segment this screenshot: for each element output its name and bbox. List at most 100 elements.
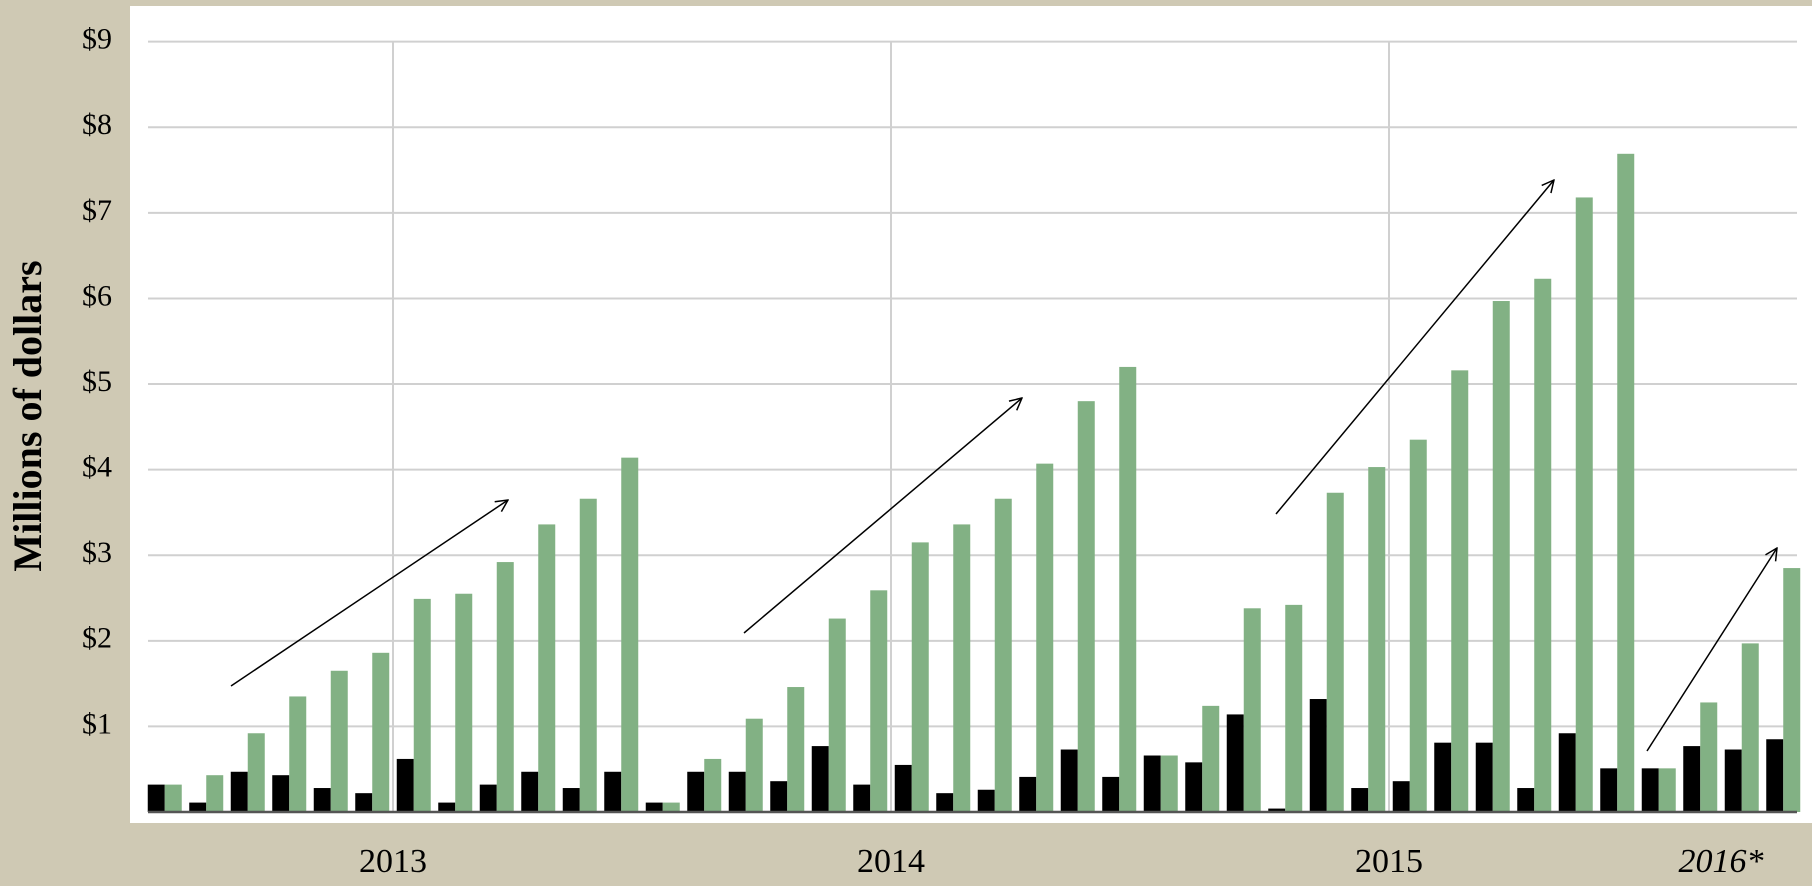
bar	[1724, 749, 1742, 812]
bar	[164, 784, 182, 812]
trend-arrow	[1275, 180, 1554, 515]
x-group-label: 2016*	[1679, 843, 1764, 880]
bar	[1575, 197, 1593, 813]
bar	[372, 652, 390, 812]
bar	[621, 457, 639, 812]
bar	[413, 598, 431, 812]
y-axis-title: Millions of dollars	[5, 260, 50, 571]
bar	[1492, 301, 1510, 812]
bar	[438, 802, 456, 812]
x-group-label: 2013	[359, 843, 427, 880]
bar	[189, 802, 207, 812]
bar	[1658, 768, 1676, 812]
bar	[1268, 808, 1286, 812]
bar	[687, 771, 705, 812]
bar	[728, 771, 746, 812]
bar	[1285, 604, 1303, 812]
bar	[330, 670, 348, 812]
bar	[455, 593, 473, 812]
bar	[1434, 742, 1452, 812]
bar	[604, 771, 622, 812]
y-tick-label: $8	[82, 108, 112, 141]
bar	[811, 746, 829, 812]
bar	[1766, 739, 1784, 812]
trend-arrow	[1646, 548, 1777, 752]
bar	[1309, 699, 1327, 812]
bar	[247, 733, 265, 812]
bar	[206, 775, 224, 812]
y-tick-label: $9	[82, 23, 112, 56]
bar	[1409, 439, 1427, 812]
bar	[870, 590, 888, 812]
bar	[828, 618, 846, 812]
bar	[1617, 153, 1635, 813]
bar	[1226, 714, 1244, 812]
bar	[396, 758, 414, 812]
plot-panel	[130, 6, 1812, 823]
bar	[1119, 366, 1137, 812]
y-tick-label: $6	[82, 279, 112, 312]
bar	[521, 771, 539, 812]
y-tick-label: $2	[82, 622, 112, 655]
bar	[1741, 643, 1759, 812]
y-tick-label: $1	[82, 707, 112, 740]
bar	[894, 764, 912, 812]
y-tick-label: $4	[82, 451, 112, 484]
bar	[479, 784, 497, 812]
bar	[272, 775, 290, 812]
bar	[787, 687, 805, 812]
bar	[1558, 733, 1576, 812]
bar	[1600, 768, 1618, 812]
labels: $1 $2 $3 $4 $5 $6 $7 $8 $9 2013 2014 2015 2016*	[82, 23, 1764, 880]
bars	[147, 153, 1801, 814]
bar	[1351, 788, 1369, 812]
bar	[1143, 755, 1161, 812]
bar	[645, 802, 663, 812]
x-group-label: 2015	[1355, 843, 1423, 880]
bar	[936, 793, 954, 812]
bar	[496, 562, 514, 812]
trend-arrows	[230, 180, 1777, 752]
bar	[853, 784, 871, 812]
bar	[994, 498, 1012, 812]
bar	[745, 718, 763, 812]
bar	[1036, 463, 1054, 812]
bar	[1641, 768, 1659, 812]
bar	[1243, 608, 1261, 812]
grid	[148, 40, 1797, 812]
bar	[1700, 702, 1718, 812]
bar	[1160, 755, 1178, 812]
bar	[1517, 788, 1535, 812]
bar	[1368, 467, 1386, 812]
bar	[230, 771, 248, 812]
bar	[1534, 278, 1552, 812]
bar	[289, 696, 307, 812]
bar	[1202, 705, 1220, 812]
bar	[1060, 749, 1078, 812]
bar	[538, 524, 556, 812]
x-group-label: 2014	[857, 843, 925, 880]
bar	[1102, 776, 1120, 812]
bar	[1077, 401, 1095, 812]
bar	[1683, 746, 1701, 812]
y-tick-label: $7	[82, 194, 112, 227]
bar	[562, 788, 580, 812]
bar	[313, 788, 331, 812]
bar	[770, 781, 788, 812]
bar	[355, 793, 373, 812]
bar	[977, 789, 995, 812]
y-tick-label: $3	[82, 536, 112, 569]
bar	[1326, 492, 1344, 812]
bar	[1019, 776, 1037, 812]
bar	[953, 524, 971, 812]
bar	[662, 802, 680, 812]
bar	[147, 784, 165, 812]
bar	[911, 542, 929, 812]
bar	[579, 498, 597, 812]
y-tick-label: $5	[82, 365, 112, 398]
bar	[1451, 370, 1469, 812]
bar	[1185, 762, 1203, 812]
bar	[1783, 568, 1801, 812]
